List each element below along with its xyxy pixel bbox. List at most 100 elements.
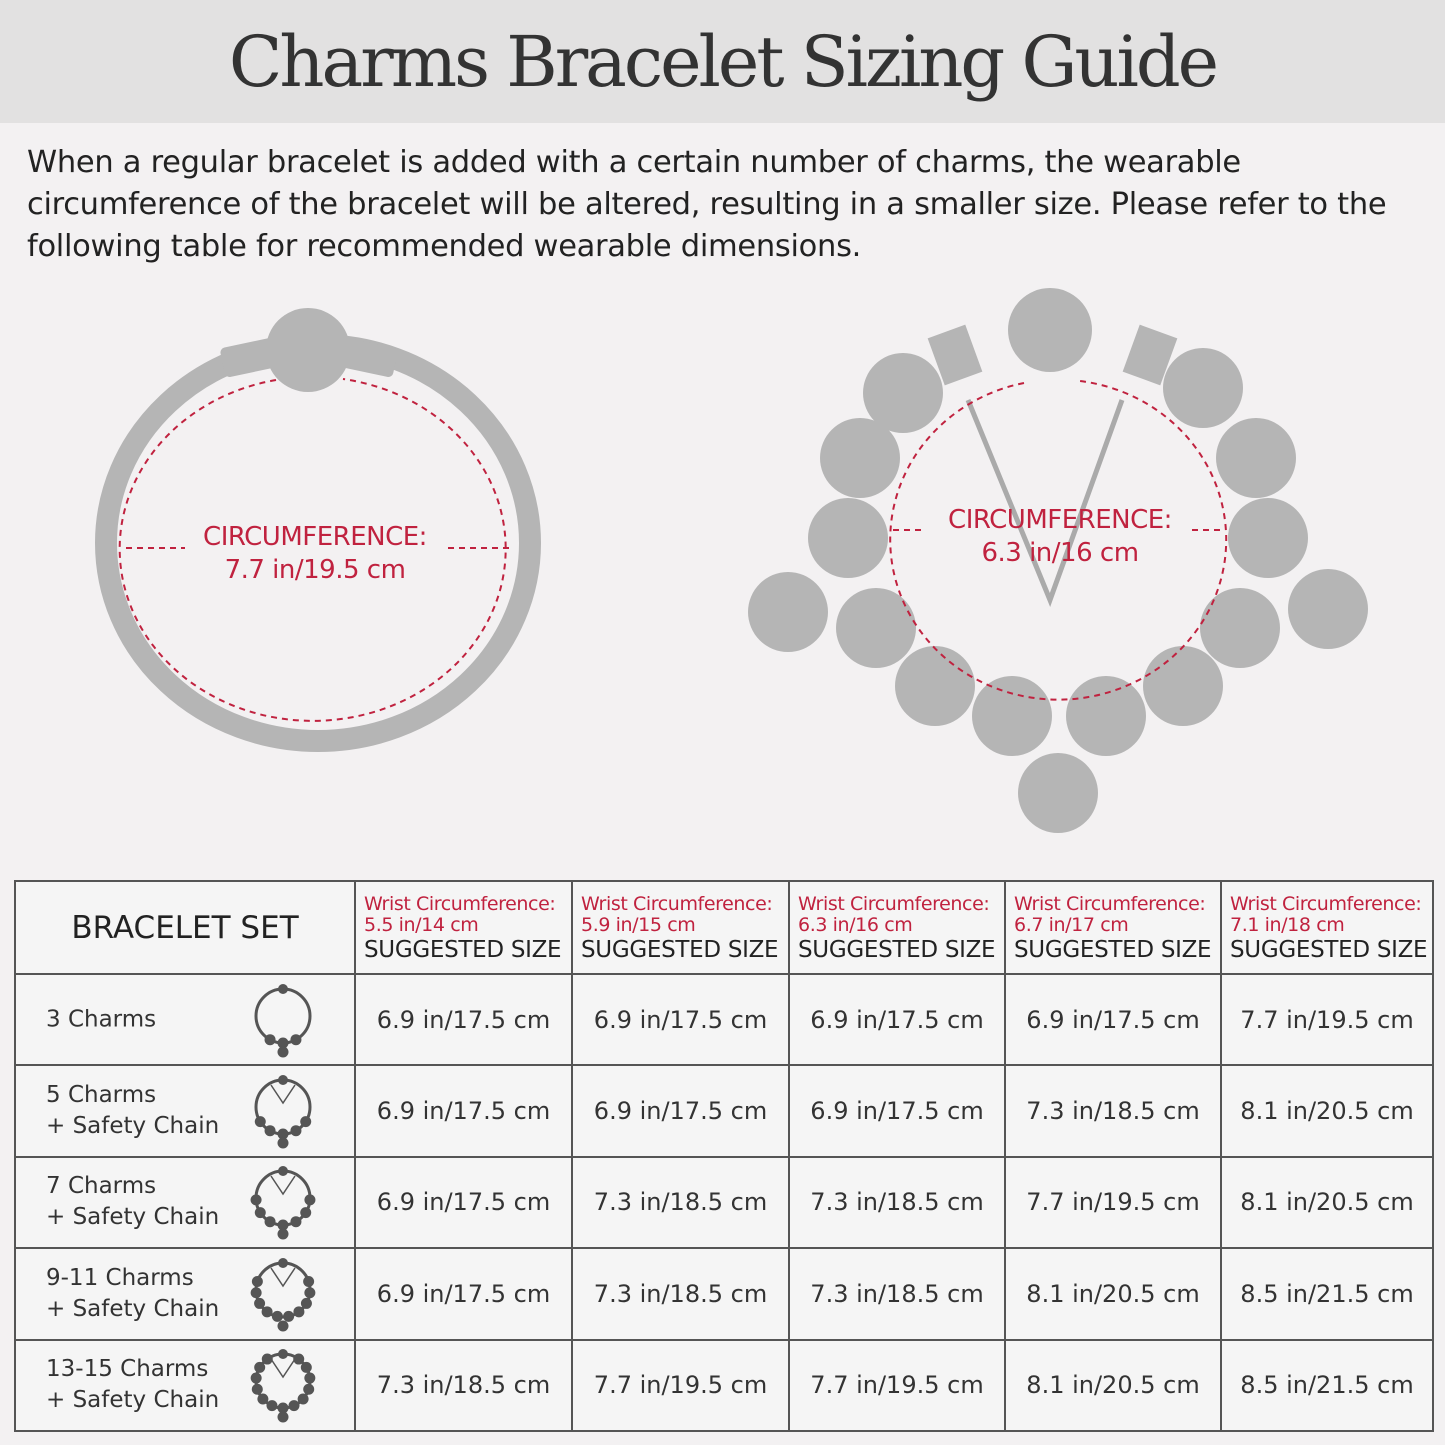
size-column-header: Wrist Circumference: 6.3 in/16 cm SUGGESTE… (788, 880, 1006, 975)
charm-bead (1288, 569, 1368, 649)
bracelet-set-name: 13-15 Charms + Safety Chain (46, 1354, 219, 1416)
wrist-value: 5.5 in/14 cm (364, 914, 479, 936)
table-row: 9-11 Charms + Safety Chain 6.9 in/17.5 cm 7… (14, 1247, 1434, 1341)
bracelet-3-charms-icon (254, 983, 312, 1058)
suggested-size-label: SUGGESTED SIZE (364, 937, 562, 963)
suggested-size-cell: 7.7 in/19.5 cm (1004, 1155, 1222, 1250)
charm-bead (863, 353, 943, 433)
charm-bead (820, 418, 900, 498)
clasp-bead (1008, 288, 1092, 372)
bracelet-7-charms-icon (250, 1166, 316, 1240)
bracelet-diagrams (95, 288, 1368, 833)
bracelet-set-name: 3 Charms (46, 1004, 156, 1035)
safety-chain-note: + Safety Chain (46, 1387, 220, 1414)
plain-bracelet-circumference-label: CIRCUMFERENCE: 7.7 in/19.5 cm (170, 521, 460, 587)
bracelet-9-11-charms-icon (250, 1257, 316, 1332)
suggested-size-cell: 8.5 in/21.5 cm (1220, 1247, 1434, 1341)
charm-bracelet-illustration (748, 288, 1368, 833)
suggested-size-cell: 6.9 in/17.5 cm (571, 1064, 790, 1158)
charm-bead (1200, 588, 1280, 668)
bracelet-set-name: 7 Charms + Safety Chain (46, 1171, 219, 1233)
charm-bead (1066, 676, 1146, 756)
wrist-label: Wrist Circumference: (581, 893, 773, 915)
circumference-dashed-line (118, 378, 507, 722)
title-banner: Charms Bracelet Sizing Guide (0, 0, 1445, 123)
suggested-size-cell: 7.7 in/19.5 cm (1220, 972, 1434, 1067)
safety-chain (965, 399, 1125, 607)
charm-bracelet-circumference-label: CIRCUMFERENCE: 6.3 in/16 cm (910, 504, 1210, 570)
suggested-size-cell: 8.1 in/20.5 cm (1004, 1338, 1222, 1433)
suggested-size-cell: 7.3 in/18.5 cm (571, 1155, 790, 1250)
suggested-size-cell: 7.7 in/19.5 cm (788, 1338, 1006, 1433)
suggested-size-cell: 8.1 in/20.5 cm (1004, 1247, 1222, 1341)
suggested-size-label: SUGGESTED SIZE (581, 937, 779, 963)
safety-chain-note: + Safety Chain (46, 1204, 220, 1231)
wrist-label: Wrist Circumference: (1230, 893, 1422, 915)
size-column-header: Wrist Circumference: 5.9 in/15 cm SUGGESTE… (571, 880, 790, 975)
charm-count: 5 Charms (46, 1082, 157, 1109)
charm-bead (1216, 418, 1296, 498)
charm-bead (895, 646, 975, 726)
suggested-size-cell: 6.9 in/17.5 cm (788, 1064, 1006, 1158)
bracelet-set-header: BRACELET SET (14, 880, 356, 975)
wrist-value: 6.7 in/17 cm (1014, 914, 1129, 936)
charm-bead (808, 498, 888, 578)
clasp-stopper (927, 324, 983, 386)
suggested-size-cell: 8.1 in/20.5 cm (1220, 1064, 1434, 1158)
bracelet-set-cell: 3 Charms (14, 972, 356, 1067)
suggested-size-label: SUGGESTED SIZE (798, 937, 996, 963)
bracelet-set-cell: 9-11 Charms + Safety Chain (14, 1247, 356, 1341)
suggested-size-label: SUGGESTED SIZE (1014, 937, 1212, 963)
charm-bead (1163, 348, 1243, 428)
wrist-label: Wrist Circumference: (364, 893, 556, 915)
circumference-value: 6.3 in/16 cm (981, 538, 1139, 568)
bracelet-set-cell: 13-15 Charms + Safety Chain (14, 1338, 356, 1433)
suggested-size-cell: 6.9 in/17.5 cm (354, 1064, 573, 1158)
table-row: 7 Charms + Safety Chain 6.9 in/17.5 cm 7.3 … (14, 1155, 1434, 1250)
circumference-dashed-line (889, 380, 1228, 701)
suggested-size-cell: 6.9 in/17.5 cm (354, 972, 573, 1067)
table-row: 13-15 Charms + Safety Chain 7.3 in/18.5 cm… (14, 1338, 1434, 1433)
charm-bead (1143, 646, 1223, 726)
suggested-size-cell: 6.9 in/17.5 cm (571, 972, 790, 1067)
charm-bead (836, 588, 916, 668)
page-title: Charms Bracelet Sizing Guide (228, 20, 1219, 103)
wrist-label: Wrist Circumference: (798, 893, 990, 915)
suggested-size-cell: 8.5 in/21.5 cm (1220, 1338, 1434, 1433)
charm-count: 9-11 Charms (46, 1264, 194, 1291)
size-column-header: Wrist Circumference: 6.7 in/17 cm SUGGESTE… (1004, 880, 1222, 975)
wrist-label: Wrist Circumference: (1014, 893, 1206, 915)
size-column-header: Wrist Circumference: 7.1 in/18 cm SUGGESTE… (1220, 880, 1434, 975)
charm-bead (748, 572, 828, 652)
circumference-value: 7.7 in/19.5 cm (224, 555, 406, 585)
wrist-value: 5.9 in/15 cm (581, 914, 696, 936)
charm-bead (972, 676, 1052, 756)
suggested-size-cell: 6.9 in/17.5 cm (788, 972, 1006, 1067)
circumference-label: CIRCUMFERENCE: (948, 505, 1172, 535)
suggested-size-cell: 7.3 in/18.5 cm (788, 1247, 1006, 1341)
bracelet-set-name: 9-11 Charms + Safety Chain (46, 1263, 219, 1325)
charm-count: 3 Charms (46, 1006, 157, 1033)
suggested-size-cell: 7.3 in/18.5 cm (788, 1155, 1006, 1250)
safety-chain-note: + Safety Chain (46, 1113, 220, 1140)
charm-bead (1018, 753, 1098, 833)
wrist-value: 6.3 in/16 cm (798, 914, 913, 936)
charm-count: 7 Charms (46, 1173, 157, 1200)
bracelet-13-15-charms-icon (250, 1349, 316, 1423)
bracelet-set-cell: 5 Charms + Safety Chain (14, 1064, 356, 1158)
sizing-table: BRACELET SET Wrist Circumference: 5.5 in/1… (14, 880, 1434, 1433)
suggested-size-cell: 8.1 in/20.5 cm (1220, 1155, 1434, 1250)
safety-chain-note: + Safety Chain (46, 1295, 220, 1322)
suggested-size-cell: 6.9 in/17.5 cm (354, 1155, 573, 1250)
wrist-value: 7.1 in/18 cm (1230, 914, 1345, 936)
intro-text: When a regular bracelet is added with a … (27, 145, 1387, 264)
suggested-size-cell: 7.3 in/18.5 cm (354, 1338, 573, 1433)
suggested-size-cell: 7.3 in/18.5 cm (571, 1247, 790, 1341)
suggested-size-cell: 6.9 in/17.5 cm (1004, 972, 1222, 1067)
suggested-size-label: SUGGESTED SIZE (1230, 937, 1428, 963)
charm-bead (1228, 498, 1308, 578)
size-column-header: Wrist Circumference: 5.5 in/14 cm SUGGESTE… (354, 880, 573, 975)
bracelet-5-charms-icon (254, 1075, 312, 1149)
suggested-size-cell: 7.7 in/19.5 cm (571, 1338, 790, 1433)
charm-count: 13-15 Charms (46, 1356, 209, 1383)
